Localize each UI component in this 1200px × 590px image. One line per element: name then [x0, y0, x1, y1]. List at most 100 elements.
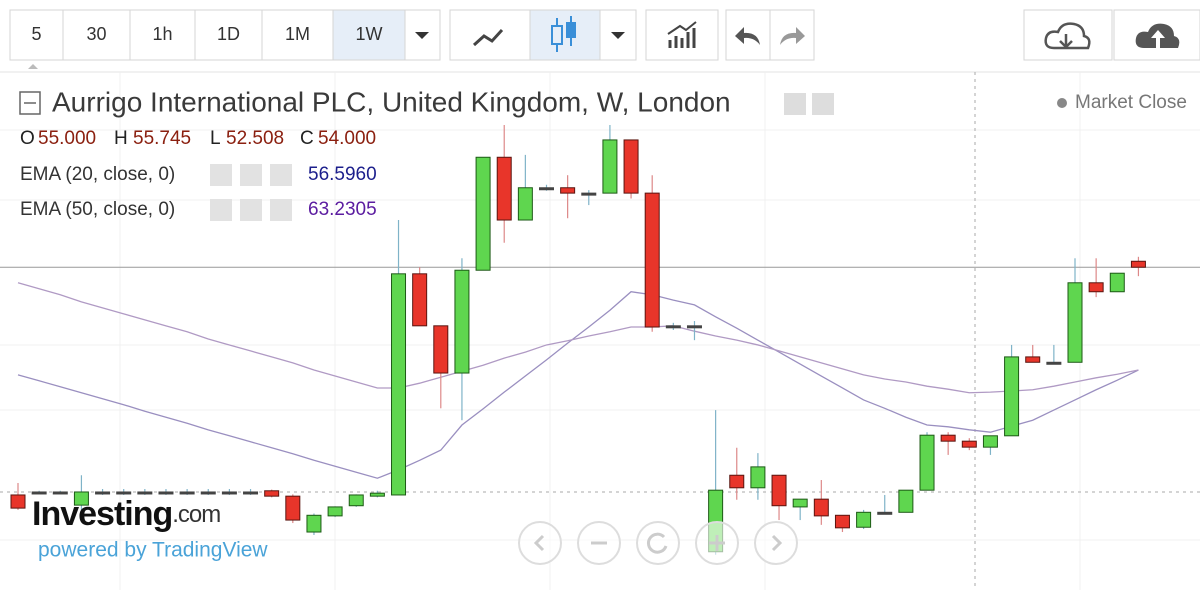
candle-body: [623, 139, 639, 194]
indicator-icon[interactable]: [210, 164, 232, 186]
candle-style-button[interactable]: [529, 9, 601, 61]
candle-body: [856, 511, 872, 528]
candle-body: [243, 491, 259, 495]
o-letter: O: [20, 128, 35, 149]
candle-body: [1046, 361, 1062, 365]
candle-body: [729, 474, 745, 489]
o-value: 55.000: [38, 128, 96, 149]
candle-body: [982, 435, 998, 448]
indicator-name: EMA (20, close, 0): [20, 164, 175, 185]
candle-body: [1130, 260, 1146, 268]
scroll-left[interactable]: [518, 521, 562, 565]
ema-line: [17, 282, 1139, 394]
candle-body: [348, 494, 364, 507]
download-arrow: [1059, 34, 1073, 49]
reset[interactable]: [636, 521, 680, 565]
interval-button[interactable]: [194, 9, 263, 61]
candle-body: [158, 491, 174, 495]
candle-body: [539, 187, 554, 191]
candle-body: [750, 466, 766, 489]
indicator-icon[interactable]: [240, 164, 262, 186]
candle-body: [644, 192, 660, 328]
interval-label: 1D: [217, 24, 240, 44]
eye-icon[interactable]: [784, 93, 806, 115]
interval-label: 1M: [285, 24, 310, 44]
line-icon: [472, 28, 504, 47]
candle-body: [116, 491, 132, 495]
logo: Investing.com: [32, 495, 220, 533]
chart-title: Aurrigo International PLC, United Kingdo…: [52, 86, 731, 117]
candle-body: [602, 139, 618, 194]
candle-body: [433, 325, 449, 374]
indicator-reading: 56.5960: [308, 164, 377, 185]
logo-word: Investing: [32, 495, 172, 533]
c-letter: C: [300, 128, 314, 149]
redo-icon: [780, 27, 805, 45]
indicator-icon[interactable]: [270, 164, 292, 186]
candle-body: [813, 498, 829, 517]
candle-body: [369, 492, 385, 497]
candle-body: [792, 498, 808, 508]
candle-body: [31, 491, 47, 495]
candle-body: [517, 187, 533, 221]
candle-body: [686, 325, 702, 329]
interval-button[interactable]: [129, 9, 196, 61]
market-status: Market Close: [1075, 92, 1187, 113]
candle-body: [898, 489, 914, 513]
candle-body: [665, 325, 681, 329]
candle-body: [1067, 282, 1083, 363]
candle-body: [560, 187, 576, 194]
load-button[interactable]: [1023, 9, 1113, 61]
candle-body: [919, 434, 935, 491]
indicator-icon[interactable]: [240, 199, 262, 221]
candle-body: [1088, 282, 1104, 293]
indicator-icon[interactable]: [270, 199, 292, 221]
candle-body: [1109, 272, 1125, 293]
candle-body: [306, 514, 322, 533]
candle-body: [264, 490, 280, 497]
save-button[interactable]: [1113, 9, 1200, 61]
line-style-button[interactable]: [449, 9, 531, 61]
gear-icon[interactable]: [812, 93, 834, 115]
candle-body: [285, 495, 301, 521]
ohlc-readout: O 55.000 H 55.745 L 52.508 C 54.000: [20, 128, 376, 149]
h-value: 55.745: [133, 128, 191, 149]
indicators-icon: [667, 21, 697, 48]
dropdown-arrow: [415, 32, 429, 39]
candle-body: [391, 273, 407, 496]
indicator-legend: EMA (20, close, 0) 56.5960 EMA (50, close,…: [20, 164, 377, 221]
candle-body: [412, 273, 428, 327]
candle-body: [454, 269, 470, 374]
candle-body: [771, 474, 787, 507]
powered-by: powered by TradingView: [38, 539, 268, 562]
candle-body: [961, 440, 977, 448]
indicators-button[interactable]: [645, 9, 719, 61]
plot: [0, 124, 1200, 555]
scroll-right[interactable]: [754, 521, 798, 565]
interval-label: 1h: [152, 24, 172, 44]
ema-line: [17, 291, 1139, 479]
candle-body: [877, 511, 893, 515]
download-icon: [1044, 22, 1091, 50]
collapse-tab: [28, 64, 38, 69]
candle-body: [475, 156, 491, 271]
indicator-name: EMA (50, close, 0): [20, 199, 175, 220]
status-dot: [1057, 98, 1067, 108]
candle-body: [581, 192, 597, 196]
candle-body: [940, 434, 956, 442]
interval-button[interactable]: [62, 9, 131, 61]
candle-body: [179, 491, 195, 495]
interval-button[interactable]: [9, 9, 64, 61]
candle-body: [95, 491, 111, 495]
candle-body: [200, 491, 216, 495]
candle-body: [496, 156, 512, 221]
interval-label: 30: [86, 24, 106, 44]
candle-icon: [551, 16, 576, 52]
interval-button[interactable]: [261, 9, 334, 61]
interval-label: 1W: [356, 24, 383, 44]
indicator-icon[interactable]: [210, 199, 232, 221]
l-value: 52.508: [226, 128, 284, 149]
interval-button[interactable]: [332, 9, 406, 61]
